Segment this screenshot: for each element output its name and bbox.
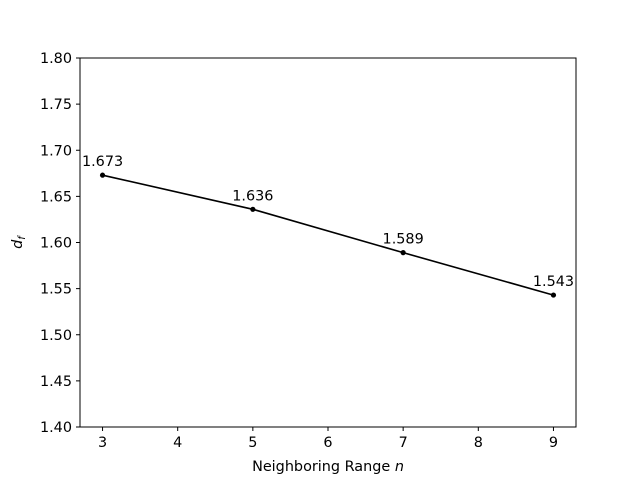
y-tick-label: 1.70 xyxy=(40,143,72,159)
series-layer xyxy=(99,172,557,298)
y-ticks: 1.40 1.45 1.50 1.55 1.60 1.65 1.70 1.75 1.80 xyxy=(40,51,80,436)
x-tick-label: 9 xyxy=(549,435,558,451)
plot-area xyxy=(80,58,576,427)
data-value-label: 1.636 xyxy=(232,188,273,204)
x-axis-label: Neighboring Range n xyxy=(252,459,404,475)
data-point xyxy=(99,172,106,178)
data-labels: 1.673 1.636 1.589 1.543 xyxy=(82,154,574,290)
data-point xyxy=(250,206,256,212)
x-tick-label: 5 xyxy=(248,435,257,451)
series-line xyxy=(102,174,554,296)
y-tick-label: 1.45 xyxy=(40,374,72,390)
x-ticks: 3 4 5 6 7 8 9 xyxy=(98,427,558,451)
y-tick-label: 1.50 xyxy=(40,328,72,344)
y-tick-label: 1.60 xyxy=(40,236,72,252)
data-point xyxy=(550,292,557,298)
data-value-label: 1.543 xyxy=(533,274,574,290)
data-value-label: 1.673 xyxy=(82,154,123,170)
x-tick-label: 7 xyxy=(399,435,408,451)
x-tick-label: 4 xyxy=(173,435,182,451)
y-tick-label: 1.80 xyxy=(40,51,72,67)
y-tick-label: 1.55 xyxy=(40,282,72,298)
data-point xyxy=(400,250,406,256)
x-tick-label: 8 xyxy=(474,435,483,451)
y-tick-label: 1.40 xyxy=(40,420,72,436)
y-tick-label: 1.75 xyxy=(40,97,72,113)
y-tick-label: 1.65 xyxy=(40,189,72,205)
data-value-label: 1.589 xyxy=(383,232,424,248)
x-tick-label: 3 xyxy=(98,435,107,451)
y-axis-label: df xyxy=(10,235,28,249)
x-tick-label: 6 xyxy=(323,435,332,451)
plot-frame xyxy=(79,57,577,428)
